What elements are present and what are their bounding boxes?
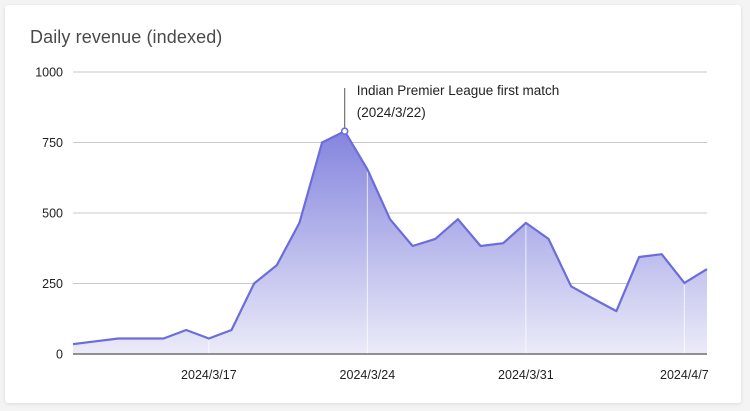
- y-tick-label: 750: [42, 136, 63, 150]
- x-tick-label: 2024/3/24: [340, 368, 396, 382]
- x-tick-label: 2024/3/17: [181, 368, 237, 382]
- x-tick-label: 2024/3/31: [498, 368, 554, 382]
- x-tick-label: 2024/4/7: [660, 368, 709, 382]
- y-tick-label: 0: [56, 348, 63, 362]
- y-axis-ticks: 0 250 500 750 1000: [35, 66, 63, 362]
- annotation: Indian Premier League first match (2024/…: [340, 83, 560, 136]
- y-tick-label: 500: [42, 207, 63, 221]
- x-axis-ticks: 2024/3/17 2024/3/24 2024/3/31 2024/4/7: [181, 368, 709, 382]
- series-line: [72, 130, 708, 346]
- area-fill: [73, 131, 707, 354]
- annotation-text-line2: (2024/3/22): [357, 105, 426, 120]
- y-tick-label: 250: [42, 277, 63, 291]
- chart-title: Daily revenue (indexed): [30, 27, 223, 47]
- annotation-text-line1: Indian Premier League first match: [357, 83, 560, 98]
- y-tick-label: 1000: [35, 66, 63, 80]
- annotation-marker[interactable]: [340, 127, 349, 136]
- x-tick-gridlines: [208, 171, 685, 354]
